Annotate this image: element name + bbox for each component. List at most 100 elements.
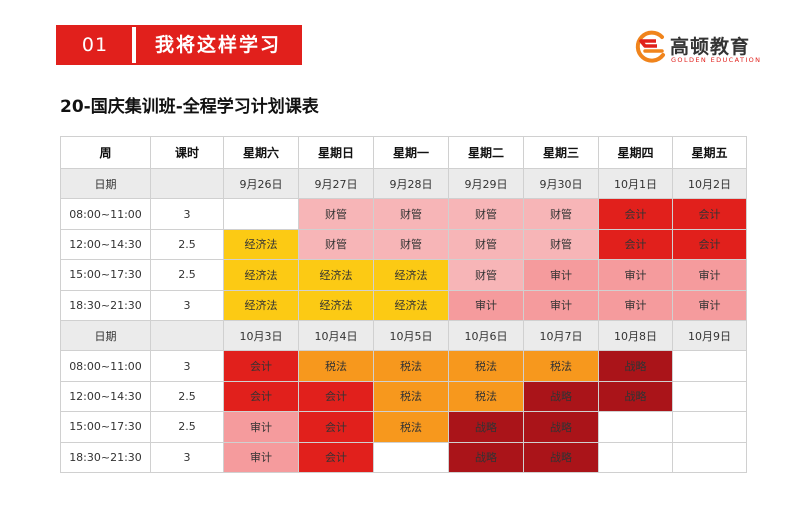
header-wednesday: 星期三: [523, 136, 599, 169]
date-cell: 10月8日: [598, 319, 673, 352]
course-cell: 战略: [598, 380, 673, 413]
course-cell: 经济法: [223, 259, 299, 291]
course-cell: 会计: [672, 198, 747, 230]
empty-cell: [672, 411, 747, 443]
course-cell: 财管: [448, 198, 524, 230]
empty-cell: [672, 441, 747, 473]
logo-subtitle: GOLDEN EDUCATION: [671, 56, 762, 64]
empty-cell: [598, 411, 673, 443]
table-row: 18:30~21:30 3 审计 会计 战略 战略: [60, 441, 747, 473]
header-friday: 星期五: [672, 136, 747, 169]
time-slot: 08:00~11:00: [60, 350, 151, 382]
course-cell: 审计: [598, 259, 673, 291]
course-cell: 财管: [448, 228, 524, 261]
time-slot: 15:00~17:30: [60, 411, 151, 443]
date-cell: 10月9日: [672, 319, 747, 352]
empty-cell: [598, 441, 673, 473]
course-cell: 财管: [373, 198, 449, 230]
header-week: 周: [60, 136, 151, 169]
logo-mark-icon: [635, 30, 665, 63]
date-row: 日期 10月3日 10月4日 10月5日 10月6日 10月7日 10月8日 10月9日: [60, 319, 747, 352]
course-cell: 税法: [448, 350, 524, 382]
document-title: 20-国庆集训班-全程学习计划课表: [60, 97, 319, 117]
date-hours-blank: [150, 167, 224, 200]
course-cell: 会计: [672, 228, 747, 261]
course-cell: 审计: [223, 441, 299, 473]
table-row: 12:00~14:30 2.5 会计 会计 税法 税法 战略 战略: [60, 380, 747, 413]
course-cell: 经济法: [298, 289, 374, 321]
course-cell: 经济法: [373, 289, 449, 321]
date-cell: 9月30日: [523, 167, 599, 200]
course-cell: 会计: [298, 380, 374, 413]
course-cell: 税法: [298, 350, 374, 382]
course-cell: 经济法: [298, 259, 374, 291]
date-row: 日期 9月26日 9月27日 9月28日 9月29日 9月30日 10月1日 10月2日: [60, 167, 747, 200]
section-title: 我将这样学习: [136, 27, 300, 63]
table-row: 18:30~21:30 3 经济法 经济法 经济法 审计 审计 审计 审计: [60, 289, 747, 321]
header-saturday: 星期六: [223, 136, 299, 169]
empty-cell: [672, 380, 747, 413]
course-cell: 财管: [523, 228, 599, 261]
course-cell: 财管: [448, 259, 524, 291]
date-cell: 10月3日: [223, 319, 299, 352]
logo: 高顿教育 GOLDEN EDUCATION: [632, 30, 782, 70]
table-row: 08:00~11:00 3 会计 税法 税法 税法 税法 战略: [60, 350, 747, 382]
course-cell: 税法: [448, 380, 524, 413]
course-cell: 战略: [523, 380, 599, 413]
course-cell: 审计: [523, 259, 599, 291]
course-cell: 审计: [523, 289, 599, 321]
hours-cell: 2.5: [150, 228, 224, 261]
empty-cell: [223, 198, 299, 230]
course-cell: 税法: [373, 380, 449, 413]
hours-cell: 2.5: [150, 259, 224, 291]
date-cell: 10月5日: [373, 319, 449, 352]
time-slot: 15:00~17:30: [60, 259, 151, 291]
course-cell: 战略: [523, 411, 599, 443]
date-hours-blank: [150, 319, 224, 352]
course-cell: 财管: [523, 198, 599, 230]
course-cell: 税法: [523, 350, 599, 382]
course-cell: 会计: [598, 198, 673, 230]
course-cell: 会计: [298, 441, 374, 473]
time-slot: 18:30~21:30: [60, 441, 151, 473]
empty-cell: [672, 350, 747, 382]
header-hours: 课时: [150, 136, 224, 169]
course-cell: 审计: [223, 411, 299, 443]
course-cell: 审计: [598, 289, 673, 321]
date-cell: 9月29日: [448, 167, 524, 200]
logo-name: 高顿教育: [670, 36, 751, 58]
date-label: 日期: [60, 167, 151, 200]
section-header: 01 我将这样学习: [56, 25, 302, 65]
header-tuesday: 星期二: [448, 136, 524, 169]
date-cell: 10月1日: [598, 167, 673, 200]
course-cell: 会计: [223, 350, 299, 382]
table-row: 15:00~17:30 2.5 审计 会计 税法 战略 战略: [60, 411, 747, 443]
schedule-body: 日期 9月26日 9月27日 9月28日 9月29日 9月30日 10月1日 10月2日 08:…: [60, 167, 747, 473]
schedule-table: 周 课时 星期六 星期日 星期一 星期二 星期三 星期四 星期五 日期 9月26日…: [60, 136, 747, 473]
time-slot: 08:00~11:00: [60, 198, 151, 230]
hours-cell: 2.5: [150, 380, 224, 413]
time-slot: 12:00~14:30: [60, 380, 151, 413]
section-header-divider: [132, 27, 136, 63]
course-cell: 财管: [298, 198, 374, 230]
course-cell: 战略: [448, 411, 524, 443]
course-cell: 会计: [223, 380, 299, 413]
hours-cell: 2.5: [150, 411, 224, 443]
empty-cell: [373, 441, 449, 473]
course-cell: 税法: [373, 350, 449, 382]
table-row: 12:00~14:30 2.5 经济法 财管 财管 财管 财管 会计 会计: [60, 228, 747, 261]
header-monday: 星期一: [373, 136, 449, 169]
course-cell: 税法: [373, 411, 449, 443]
hours-cell: 3: [150, 289, 224, 321]
course-cell: 审计: [672, 289, 747, 321]
course-cell: 会计: [598, 228, 673, 261]
course-cell: 战略: [448, 441, 524, 473]
date-cell: 9月28日: [373, 167, 449, 200]
course-cell: 财管: [298, 228, 374, 261]
section-number: 01: [58, 27, 132, 63]
date-label: 日期: [60, 319, 151, 352]
table-row: 15:00~17:30 2.5 经济法 经济法 经济法 财管 审计 审计 审计: [60, 259, 747, 291]
course-cell: 经济法: [223, 289, 299, 321]
table-row: 08:00~11:00 3 财管 财管 财管 财管 会计 会计: [60, 198, 747, 230]
hours-cell: 3: [150, 350, 224, 382]
